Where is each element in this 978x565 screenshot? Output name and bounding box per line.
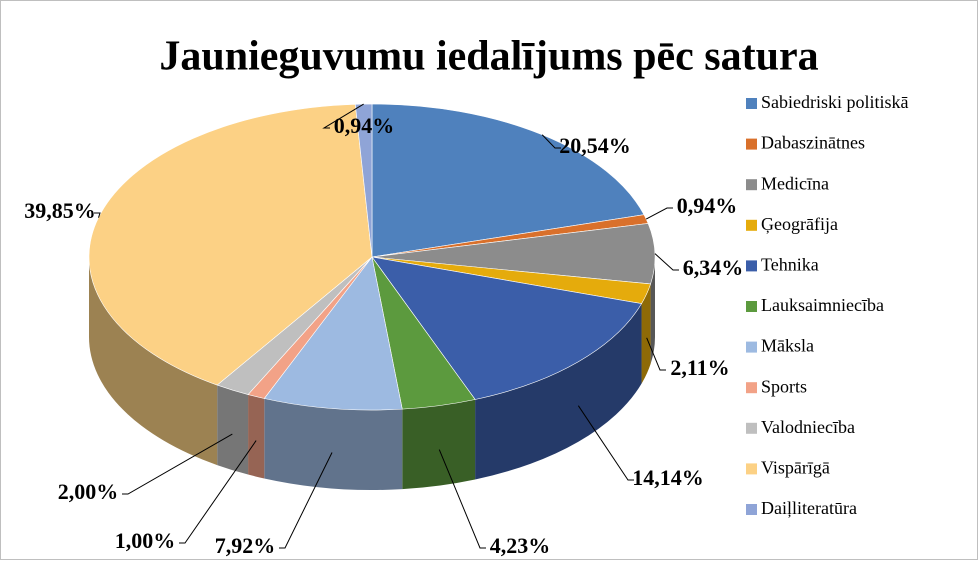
leader-line [94, 212, 101, 218]
data-label: 4,23% [490, 533, 551, 558]
legend-label: Dabaszinātnes [761, 133, 865, 153]
slice-side [475, 303, 642, 480]
data-label: 39,85% [24, 198, 96, 223]
slice-side [402, 399, 476, 490]
data-label: 1,00% [115, 528, 176, 553]
data-label: 0,94% [677, 193, 738, 218]
leader-line [646, 337, 666, 371]
slice [354, 103, 373, 258]
legend-swatch [746, 463, 757, 475]
data-label: 2,00% [58, 479, 119, 504]
legend-label: Lauksaimniecība [761, 295, 884, 315]
data-label: 20,54% [559, 133, 631, 158]
leader-line [577, 405, 634, 481]
data-label: 14,14% [632, 465, 704, 490]
legend-swatch [746, 260, 757, 272]
slice-side [264, 398, 403, 490]
legend-swatch [746, 504, 757, 515]
leader-line [645, 207, 673, 220]
slice [371, 223, 656, 285]
legend-label: Ģeogrāfija [761, 214, 838, 234]
slice-side [650, 257, 655, 364]
slice-side [217, 385, 249, 475]
legend-swatch [746, 382, 757, 394]
legend-swatch [746, 98, 757, 109]
legend-swatch [746, 341, 757, 353]
legend-label: Valodniecība [761, 417, 855, 437]
leader-line [279, 452, 333, 549]
slice-side [641, 283, 651, 384]
leader-line [179, 440, 257, 544]
legend-label: Daiļliteratūra [761, 498, 857, 518]
slice [263, 256, 403, 411]
leader-line [541, 134, 561, 149]
legend-label: Māksla [761, 336, 814, 356]
data-label: 6,34% [683, 255, 744, 280]
legend-label: Sabiedriski politiskā [761, 92, 909, 112]
slice [371, 256, 643, 400]
legend-label: Medicīna [761, 173, 829, 193]
leader-line [322, 103, 364, 129]
slice [371, 103, 645, 258]
slice-side [248, 394, 265, 479]
legend-swatch [746, 422, 757, 434]
side-walls [89, 257, 655, 490]
slice-side [89, 257, 218, 466]
legend-swatch [746, 301, 757, 312]
legend-label: Sports [761, 376, 807, 396]
legend-swatch [746, 179, 757, 191]
data-label: 7,92% [215, 533, 276, 558]
legend-swatch [746, 138, 757, 150]
leader-line [438, 449, 486, 549]
legend-swatch [746, 219, 757, 231]
legend-label: Vispārīgā [761, 458, 830, 478]
chart-title: Jaunieguvumu iedalījums pēc satura [159, 34, 818, 80]
data-label: 2,11% [670, 355, 729, 380]
legend-label: Tehnika [761, 255, 819, 275]
leader-line [654, 253, 679, 271]
data-label: 0,94% [334, 113, 395, 138]
leader-line [122, 433, 233, 495]
